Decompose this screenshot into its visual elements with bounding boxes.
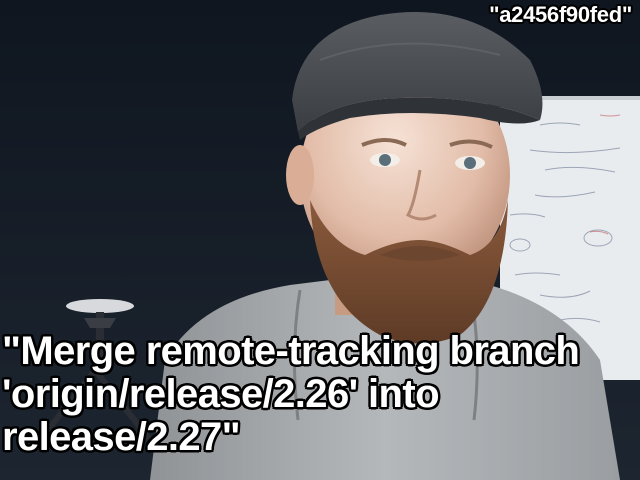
commit-hash-caption: "a2456f90fed" [489, 2, 632, 27]
eyes [361, 138, 493, 170]
commit-message-line: 'origin/release/2.26' into [2, 372, 440, 416]
flat-cap [292, 12, 543, 140]
commit-message-caption: "Merge remote-tracking branch 'origin/re… [2, 330, 638, 459]
commit-message-line: "Merge remote-tracking branch [2, 329, 580, 373]
beard [310, 200, 508, 344]
bicycle-saddle [37, 299, 153, 442]
hoodie [150, 280, 620, 480]
commit-message-line: release/2.27" [2, 415, 241, 459]
